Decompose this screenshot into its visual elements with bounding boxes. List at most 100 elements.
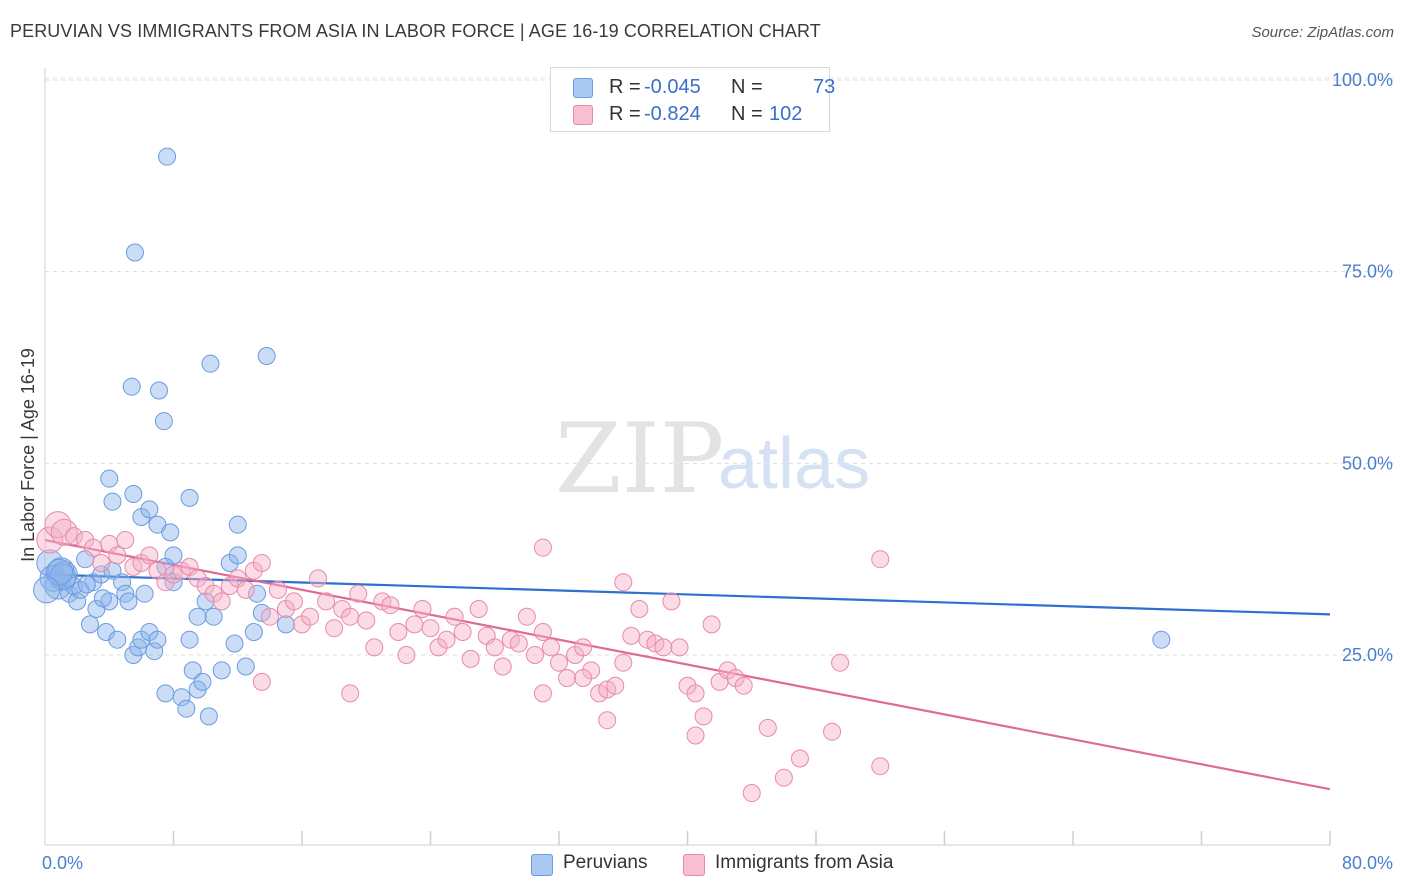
- watermark-zip: ZIP: [555, 403, 724, 515]
- point-immigrants-asia: [421, 619, 440, 638]
- point-immigrants-asia: [301, 607, 320, 626]
- point-peruvians: [236, 657, 255, 676]
- point-peruvians: [113, 573, 132, 592]
- point-peruvians: [80, 615, 99, 634]
- y-tick-label: 50.0%: [1342, 453, 1393, 473]
- legend-n-label: N =: [731, 103, 763, 125]
- y-tick-label: 75.0%: [1342, 262, 1393, 282]
- point-immigrants-asia: [670, 638, 689, 657]
- y-tick-label: 100.0%: [1332, 70, 1393, 90]
- point-immigrants-asia: [823, 722, 842, 741]
- point-immigrants-asia: [574, 638, 593, 657]
- point-immigrants-asia: [541, 638, 560, 657]
- point-immigrants-asia: [598, 711, 617, 730]
- legend-n-value: 73: [813, 76, 836, 98]
- point-peruvians: [50, 561, 78, 589]
- point-immigrants-asia: [742, 784, 761, 803]
- point-peruvians: [119, 592, 138, 611]
- point-immigrants-asia: [614, 653, 633, 672]
- point-immigrants-asia: [36, 526, 64, 554]
- point-immigrants-asia: [509, 634, 528, 653]
- point-peruvians: [108, 630, 127, 649]
- point-immigrants-asia: [630, 600, 649, 619]
- point-peruvians: [228, 515, 247, 534]
- point-immigrants-asia: [734, 676, 753, 695]
- legend-n-label: N =: [731, 76, 763, 98]
- point-immigrants-asia: [309, 569, 328, 588]
- point-peruvians: [204, 607, 223, 626]
- point-peruvians: [100, 469, 119, 488]
- point-peruvians: [93, 589, 112, 608]
- point-immigrants-asia: [758, 718, 777, 737]
- point-immigrants-asia: [686, 726, 705, 745]
- point-immigrants-asia: [469, 600, 488, 619]
- point-immigrants-asia: [260, 607, 279, 626]
- point-immigrants-asia: [533, 538, 552, 557]
- point-immigrants-asia: [212, 592, 231, 611]
- legend-r-value: -0.045: [644, 76, 701, 98]
- point-immigrants-asia: [525, 646, 544, 665]
- point-immigrants-asia: [381, 596, 400, 615]
- point-peruvians: [125, 243, 144, 262]
- bottom-legend-label: Immigrants from Asia: [715, 852, 894, 873]
- legend-n-value: 102: [769, 103, 803, 125]
- point-immigrants-asia: [662, 592, 681, 611]
- point-peruvians: [124, 485, 143, 504]
- x-tick-label: 80.0%: [1342, 853, 1393, 873]
- point-peruvians: [154, 412, 173, 431]
- source-label: Source: ZipAtlas.com: [1251, 24, 1394, 41]
- point-immigrants-asia: [92, 554, 111, 573]
- chart-title: PERUVIAN VS IMMIGRANTS FROM ASIA IN LABO…: [10, 21, 821, 41]
- trend-line-immigrants-asia: [44, 538, 1331, 791]
- point-immigrants-asia: [774, 768, 793, 787]
- y-axis-label: In Labor Force | Age 16-19: [18, 348, 38, 562]
- point-peruvians: [225, 634, 244, 653]
- point-immigrants-asia: [606, 676, 625, 695]
- point-immigrants-asia: [461, 649, 480, 668]
- point-immigrants-asia: [437, 630, 456, 649]
- point-immigrants-asia: [341, 607, 360, 626]
- point-peruvians: [161, 523, 180, 542]
- point-immigrants-asia: [252, 672, 271, 691]
- point-immigrants-asia: [405, 615, 424, 634]
- point-immigrants-asia: [871, 550, 890, 569]
- point-immigrants-asia: [84, 538, 103, 557]
- point-peruvians: [228, 546, 247, 565]
- point-peruvians: [201, 354, 220, 373]
- point-peruvians: [244, 623, 263, 642]
- point-peruvians: [212, 661, 231, 680]
- point-immigrants-asia: [341, 684, 360, 703]
- point-immigrants-asia: [236, 580, 255, 599]
- point-immigrants-asia: [453, 623, 472, 642]
- legend-r-label: R =: [609, 76, 641, 98]
- point-peruvians: [33, 576, 61, 604]
- point-peruvians: [188, 607, 207, 626]
- point-immigrants-asia: [268, 580, 287, 599]
- point-immigrants-asia: [493, 657, 512, 676]
- point-peruvians: [156, 684, 175, 703]
- point-immigrants-asia: [533, 684, 552, 703]
- point-peruvians: [68, 592, 87, 611]
- point-immigrants-asia: [694, 707, 713, 726]
- point-immigrants-asia: [389, 623, 408, 642]
- legend-r-label: R =: [609, 103, 641, 125]
- point-peruvians: [122, 377, 141, 396]
- point-immigrants-asia: [485, 638, 504, 657]
- point-peruvians: [140, 500, 159, 519]
- point-peruvians: [1152, 630, 1171, 649]
- point-peruvians: [158, 147, 177, 166]
- point-immigrants-asia: [622, 626, 641, 645]
- point-immigrants-asia: [252, 554, 271, 573]
- point-immigrants-asia: [831, 653, 850, 672]
- point-immigrants-asia: [284, 592, 303, 611]
- legend-swatch-peruvians: [573, 78, 593, 98]
- point-immigrants-asia: [654, 638, 673, 657]
- point-peruvians: [193, 672, 212, 691]
- point-peruvians: [248, 584, 267, 603]
- point-peruvians: [276, 615, 295, 634]
- point-immigrants-asia: [445, 607, 464, 626]
- bottom-legend-swatch-asia: [683, 854, 705, 876]
- point-immigrants-asia: [558, 669, 577, 688]
- point-peruvians: [150, 381, 169, 400]
